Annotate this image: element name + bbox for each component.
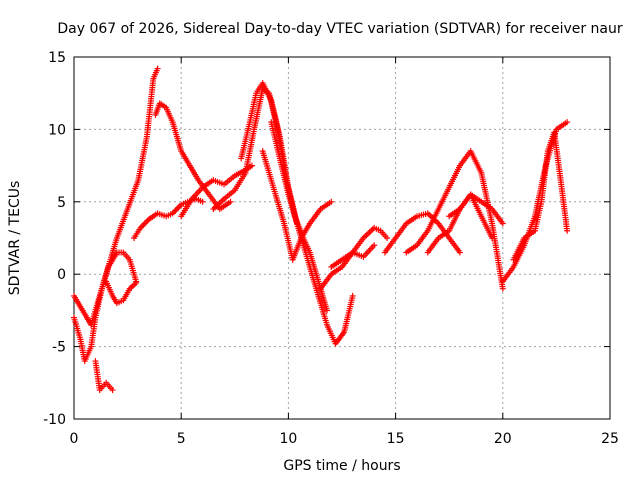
data-point [384,235,391,241]
data-point [489,235,496,241]
chart-title: Day 067 of 2026, Sidereal Day-to-day VTE… [57,21,623,37]
data-point [349,292,356,299]
x-tick-label: 15 [387,431,405,447]
data-point [143,219,150,226]
series-arc-10 [268,119,356,347]
data-point [154,65,161,72]
data-point [141,220,148,227]
series-arc-4 [92,358,116,394]
data-point [140,221,147,228]
series-arc-19 [510,129,571,263]
y-tick-label: -10 [43,412,66,428]
x-tick-label: 25 [601,431,619,447]
series-arc-1 [71,65,161,328]
x-axis-label: GPS time / hours [283,458,400,474]
y-tick-label: -5 [52,340,66,356]
data-point [175,204,182,211]
data-point [456,249,463,256]
data-point [172,207,179,214]
series-arc-14 [381,210,463,256]
y-tick-label: 5 [57,195,66,211]
x-tick-label: 0 [70,431,79,447]
data-point [199,198,206,205]
series-arc-12 [328,224,391,270]
x-axis: 0 5 10 15 20 25 [70,57,619,447]
y-axis-label: SDTVAR / TECUs [7,181,23,296]
plot-frame [73,56,611,420]
data-point [499,220,506,227]
data-point [564,119,571,126]
data-point [133,279,140,286]
data-point [499,285,506,292]
y-tick-label: 0 [57,267,66,283]
data-point [371,242,378,249]
data-point [173,206,180,213]
data-points [71,65,571,394]
series-arc-11 [259,148,335,263]
series-arc-17 [446,191,506,227]
x-tick-label: 10 [279,431,297,447]
series-arc-6 [131,195,206,241]
series-arc-5 [103,278,140,307]
grid-lines [74,57,610,419]
data-point [227,198,234,205]
y-axis: -10 -5 0 5 10 15 [43,50,610,428]
series-arc-13 [317,242,378,292]
y-tick-label: 10 [48,122,66,138]
y-tick-label: 15 [48,50,66,66]
series-arc-3 [71,249,140,365]
data-point [138,223,145,230]
x-tick-label: 5 [177,431,186,447]
data-point [564,227,571,234]
x-tick-label: 20 [494,431,512,447]
data-point [328,198,335,205]
data-point [323,307,330,314]
data-point [109,387,116,394]
series-arc-7 [178,162,255,220]
data-point [248,162,255,169]
